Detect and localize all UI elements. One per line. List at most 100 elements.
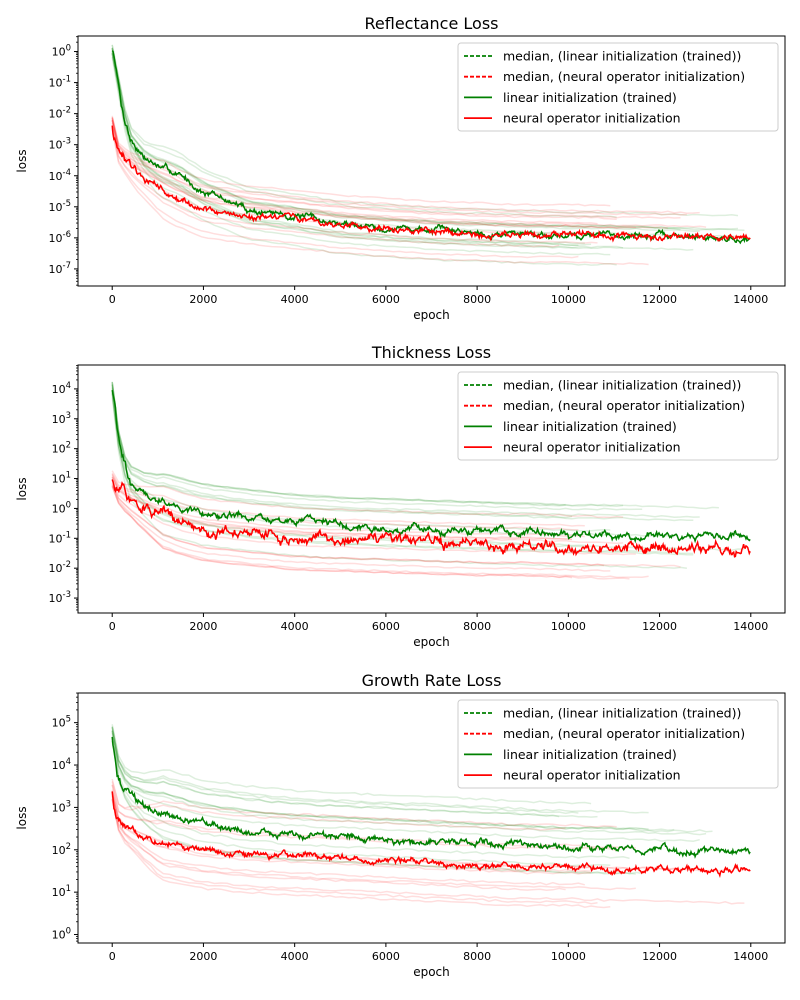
- x-tick-label: 8000: [463, 620, 491, 633]
- run-line: [111, 798, 745, 905]
- run-line: [111, 382, 643, 511]
- run-line: [111, 739, 611, 867]
- run-line: [111, 117, 700, 214]
- run-line: [111, 473, 579, 531]
- neural-median-line: [111, 479, 751, 558]
- run-line: [111, 384, 700, 519]
- legend-entry: neural operator initialization: [503, 768, 681, 783]
- x-tick-label: 14000: [733, 293, 768, 306]
- run-line: [111, 53, 624, 250]
- run-line: [111, 126, 560, 248]
- x-tick-label: 10000: [551, 293, 586, 306]
- run-line: [111, 397, 687, 569]
- run-line: [111, 51, 585, 245]
- y-tick-label: 100: [52, 500, 71, 515]
- y-axis-label: loss: [15, 806, 29, 829]
- run-line: [111, 47, 700, 233]
- x-tick-label: 14000: [733, 950, 768, 963]
- y-tick-label: 102: [52, 842, 71, 857]
- neural-median-line: [111, 791, 751, 879]
- legend-entry: median, (linear initialization (trained)…: [503, 378, 741, 393]
- run-line: [111, 482, 681, 568]
- run-line: [111, 731, 675, 831]
- x-tick-label: 2000: [189, 293, 217, 306]
- x-tick-label: 10000: [551, 950, 586, 963]
- x-tick-label: 10000: [551, 620, 586, 633]
- linear-median-line: [111, 389, 751, 544]
- run-line: [111, 47, 681, 231]
- run-line: [111, 483, 605, 567]
- x-tick-label: 14000: [733, 620, 768, 633]
- run-line: [111, 115, 611, 207]
- y-tick-label: 10-5: [49, 199, 71, 214]
- y-tick-label: 101: [52, 471, 71, 486]
- run-line: [111, 729, 649, 831]
- y-tick-label: 10-6: [49, 230, 71, 245]
- x-tick-label: 6000: [372, 950, 400, 963]
- x-tick-label: 0: [109, 620, 116, 633]
- run-line: [111, 381, 624, 507]
- axes-frame: [77, 692, 786, 944]
- x-tick-label: 4000: [281, 620, 309, 633]
- run-line: [111, 116, 687, 216]
- x-tick-label: 12000: [642, 950, 677, 963]
- y-axis-label: loss: [15, 477, 29, 500]
- run-line: [111, 119, 598, 225]
- run-line: [111, 53, 579, 247]
- panel-1: 0 2000 4000 6000 8000 10000 12000 14000 10-7 10-6…: [15, 14, 786, 322]
- run-line: [111, 47, 739, 231]
- panel-title: Thickness Loss: [371, 343, 491, 362]
- legend-box: [457, 371, 779, 461]
- legend-entry: linear initialization (trained): [503, 419, 677, 434]
- run-line: [111, 381, 719, 510]
- y-tick-label: 103: [52, 799, 71, 814]
- x-axis-label: epoch: [413, 965, 450, 979]
- run-line: [111, 485, 649, 579]
- legend: median, (linear initialization (trained)…: [457, 42, 779, 132]
- x-tick-label: 12000: [642, 293, 677, 306]
- legend-entry: median, (neural operator initialization): [503, 726, 745, 741]
- run-line: [111, 730, 707, 836]
- y-tick-label: 103: [52, 411, 71, 426]
- y-tick-label: 104: [52, 757, 71, 772]
- legend: median, (linear initialization (trained)…: [457, 371, 779, 461]
- legend-box: [457, 699, 779, 789]
- run-line: [111, 477, 573, 541]
- run-line: [111, 792, 592, 873]
- x-axis-label: epoch: [413, 308, 450, 322]
- x-tick-label: 6000: [372, 293, 400, 306]
- legend: median, (linear initialization (trained)…: [457, 699, 779, 789]
- legend-entry: median, (linear initialization (trained)…: [503, 706, 741, 721]
- y-tick-label: 10-3: [49, 590, 71, 605]
- run-line: [111, 733, 700, 842]
- run-line: [111, 726, 560, 818]
- y-tick-label: 10-7: [49, 261, 71, 276]
- run-line: [111, 480, 636, 556]
- x-tick-label: 0: [109, 293, 116, 306]
- neural-median-line: [111, 125, 751, 243]
- run-line: [111, 44, 617, 218]
- run-line: [111, 730, 713, 833]
- legend-entry: linear initialization (trained): [503, 90, 677, 105]
- y-tick-label: 10-1: [49, 530, 71, 545]
- run-line: [111, 127, 579, 259]
- legend-box: [457, 42, 779, 132]
- run-line: [111, 385, 573, 519]
- x-tick-label: 2000: [189, 620, 217, 633]
- run-line: [111, 470, 624, 519]
- y-tick-label: 10-1: [49, 75, 71, 90]
- run-line: [111, 54, 611, 256]
- run-line: [111, 484, 611, 572]
- panel-title: Reflectance Loss: [365, 14, 499, 33]
- run-line: [111, 44, 739, 217]
- x-tick-label: 2000: [189, 950, 217, 963]
- y-tick-label: 101: [52, 884, 71, 899]
- y-tick-label: 10-3: [49, 137, 71, 152]
- run-line: [111, 117, 681, 219]
- run-line: [111, 486, 630, 580]
- run-line: [111, 795, 566, 892]
- x-tick-label: 8000: [463, 293, 491, 306]
- run-line: [111, 47, 745, 231]
- x-tick-label: 6000: [372, 620, 400, 633]
